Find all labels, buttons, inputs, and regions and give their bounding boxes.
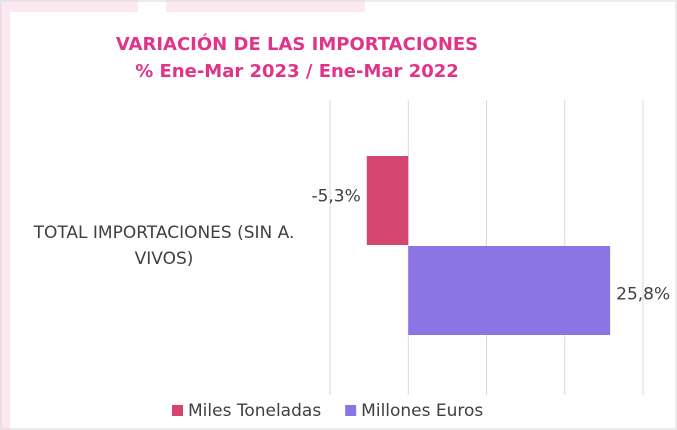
data-label: -5,3% <box>311 187 360 207</box>
decor <box>0 0 10 430</box>
chart-subtitle: % Ene-Mar 2023 / Ene-Mar 2022 <box>135 61 459 82</box>
chart-title: VARIACIÓN DE LAS IMPORTACIONES <box>116 33 478 55</box>
y-tick-label: TOTAL IMPORTACIONES (SIN A. VIVOS) <box>33 223 295 269</box>
bar <box>366 156 409 245</box>
data-label: 25,8% <box>616 285 670 305</box>
decor <box>138 0 166 12</box>
legend-label: Millones Euros <box>361 401 483 421</box>
decor <box>0 0 365 12</box>
legend-label: Miles Toneladas <box>188 401 321 421</box>
bar <box>408 246 611 335</box>
legend-swatch <box>172 405 183 416</box>
legend-swatch <box>345 405 357 416</box>
